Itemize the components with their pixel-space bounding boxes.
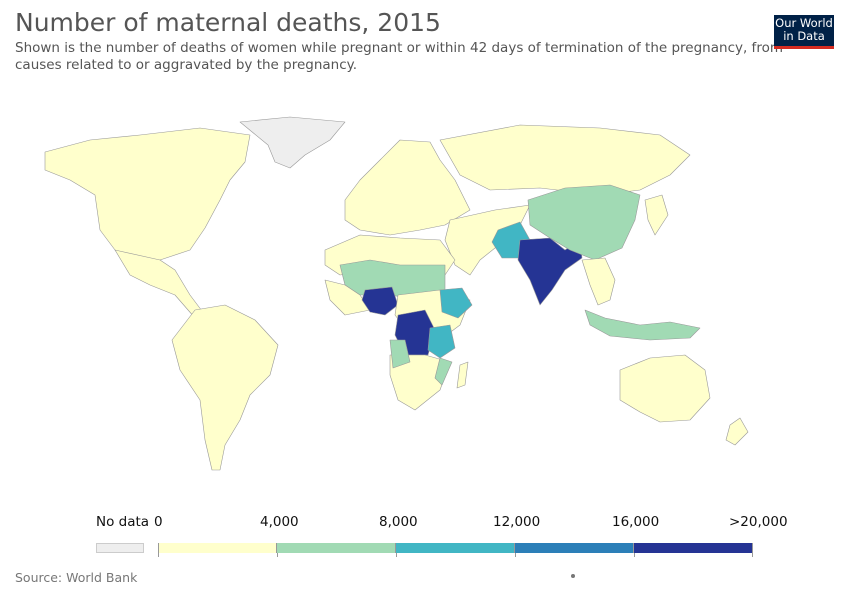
country-south-america[interactable]: [171, 304, 279, 471]
owid-logo[interactable]: Our World in Data: [774, 15, 834, 49]
legend-no-data-swatch[interactable]: [96, 543, 144, 553]
country-nigeria[interactable]: [361, 286, 399, 316]
country-tanzania[interactable]: [427, 324, 456, 359]
legend-tick-4: [634, 553, 635, 557]
country-new-zealand[interactable]: [725, 417, 749, 446]
country-russia[interactable]: [439, 124, 691, 196]
country-angola-mozambique[interactable]: [389, 339, 453, 386]
legend-bin-12000-16000[interactable]: [515, 543, 634, 553]
country-europe[interactable]: [344, 139, 471, 236]
legend-tick-1: [277, 553, 278, 557]
country-greenland[interactable]: [239, 116, 346, 169]
country-middle-east[interactable]: [444, 204, 531, 276]
legend-tick-label-12000: 12,000: [493, 514, 541, 530]
country-southern-africa[interactable]: [389, 354, 451, 411]
world-map[interactable]: [0, 100, 850, 500]
chart-subtitle: Shown is the number of deaths of women w…: [15, 40, 783, 73]
legend-tick-label-20000: >20,000: [729, 514, 788, 530]
source-note[interactable]: Source: World Bank: [15, 570, 138, 585]
country-southeast-asia[interactable]: [581, 257, 616, 306]
country-mexico-central-america[interactable]: [114, 249, 206, 319]
legend-tick-2: [396, 553, 397, 557]
legend-tick-label-0: 0: [154, 514, 163, 530]
legend-bin-16000-20000[interactable]: [634, 543, 753, 553]
logo-line-1: Our World: [775, 16, 833, 30]
chart-title: Number of maternal deaths, 2015: [15, 8, 441, 37]
country-indonesia[interactable]: [584, 309, 701, 341]
country-ethiopia[interactable]: [439, 287, 473, 319]
legend-tick-label-4000: 4,000: [260, 514, 299, 530]
logo-line-2: in Data: [783, 29, 825, 43]
legend-bin-8000-12000[interactable]: [396, 543, 515, 553]
legend-no-data-label: No data: [96, 514, 150, 530]
country-india[interactable]: [517, 237, 583, 306]
legend-tick-5: [752, 553, 753, 557]
country-china[interactable]: [527, 184, 641, 261]
legend-color-scale: [158, 543, 753, 553]
timeline-dot[interactable]: [571, 574, 575, 578]
country-japan-korea[interactable]: [644, 194, 669, 236]
legend-tick-0: [158, 553, 159, 557]
legend-tick-label-8000: 8,000: [379, 514, 418, 530]
legend-tick-label-16000: 16,000: [612, 514, 660, 530]
country-madagascar[interactable]: [456, 361, 469, 389]
legend-bin-4000-8000[interactable]: [277, 543, 396, 553]
country-australia[interactable]: [619, 354, 711, 423]
legend-bin-0-4000[interactable]: [158, 543, 277, 553]
legend-tick-3: [515, 553, 516, 557]
country-canada-usa[interactable]: [44, 127, 251, 263]
